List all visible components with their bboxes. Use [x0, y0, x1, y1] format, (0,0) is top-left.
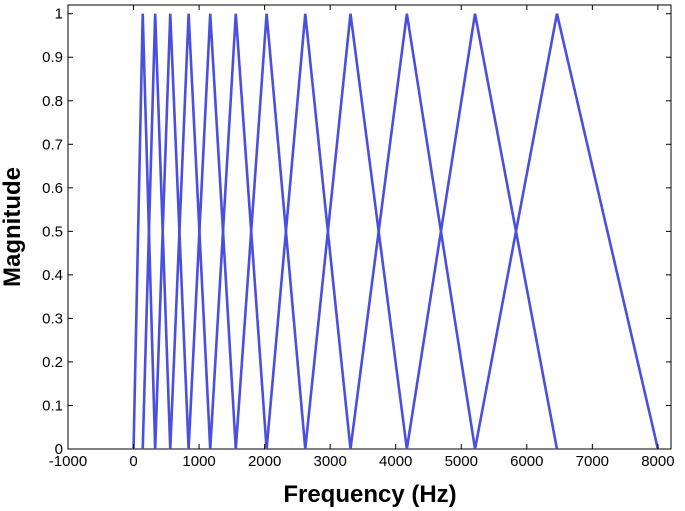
- filter-10-line: [349, 13, 477, 450]
- filter-4-line: [168, 13, 212, 450]
- filter-9-line: [303, 13, 409, 450]
- x-axis-ticks: -1000 0 1000 2000 3000 4000 5000 6000 7000 8000: [49, 5, 675, 470]
- x-tick-label: 7000: [576, 453, 609, 470]
- y-tick-label: 0: [55, 441, 63, 458]
- y-axis-ticks: 0 0.1 0.2 0.3 0.4 0.5 0.6 0.7 0.8 0.9 1: [42, 6, 671, 458]
- y-tick-label: 0.2: [42, 354, 63, 371]
- filter-7-line: [234, 13, 307, 450]
- x-tick-label: 0: [129, 453, 137, 470]
- filter-11-line: [405, 13, 559, 450]
- x-tick-label: 6000: [510, 453, 543, 470]
- x-tick-label: 3000: [313, 453, 346, 470]
- y-axis-title: Magnitude: [0, 167, 26, 287]
- y-tick-label: 0.8: [42, 93, 63, 110]
- filter-3-line: [153, 13, 190, 450]
- y-tick-label: 0.7: [42, 136, 63, 153]
- filter-5-line: [187, 13, 238, 450]
- series-layer: [132, 13, 660, 450]
- x-tick-label: 4000: [379, 453, 412, 470]
- filter-12-line: [473, 13, 660, 450]
- filter-8-line: [265, 13, 352, 450]
- y-tick-label: 0.3: [42, 310, 63, 327]
- y-tick-label: 0.9: [42, 49, 63, 66]
- y-tick-label: 0.1: [42, 397, 63, 414]
- x-tick-label: 2000: [248, 453, 281, 470]
- y-tick-label: 0.4: [42, 267, 63, 284]
- x-axis-title: Frequency (Hz): [283, 481, 456, 508]
- x-tick-label: 5000: [445, 453, 478, 470]
- filter-2-line: [141, 13, 172, 450]
- filter-1-line: [132, 13, 157, 450]
- y-tick-label: 0.5: [42, 223, 63, 240]
- y-tick-label: 1: [55, 6, 63, 23]
- x-tick-label: 1000: [182, 453, 215, 470]
- x-tick-label: 8000: [641, 453, 674, 470]
- x-tick-label: -1000: [49, 453, 87, 470]
- filter-6-line: [208, 13, 268, 450]
- y-tick-label: 0.6: [42, 180, 63, 197]
